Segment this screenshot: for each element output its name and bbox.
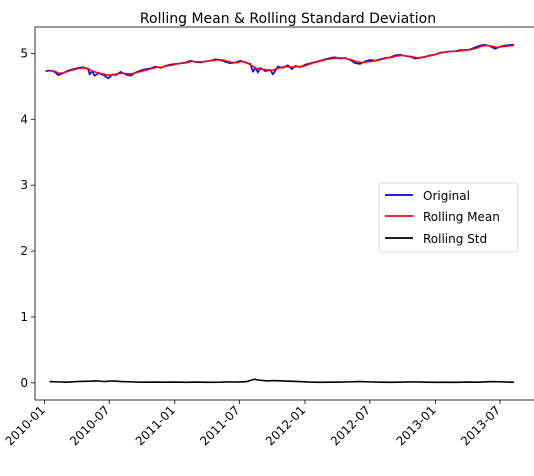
legend-label-original: Original (423, 189, 470, 203)
y-axis: 0 1 2 3 4 5 (20, 46, 35, 390)
y-tick-label: 5 (20, 46, 28, 60)
legend-label-rolling-std: Rolling Std (423, 232, 487, 246)
series-line-rolling-mean (49, 44, 515, 76)
plot-frame (34, 26, 534, 401)
y-tick-label: 1 (20, 310, 28, 324)
y-tick-label: 0 (20, 376, 28, 390)
y-tick-label: 3 (20, 178, 28, 192)
chart-title: Rolling Mean & Rolling Standard Deviatio… (140, 11, 436, 27)
series-line-rolling-std (49, 378, 514, 384)
y-tick-label: 2 (20, 244, 28, 258)
legend-label-rolling-mean: Rolling Mean (423, 210, 500, 224)
legend-box (378, 182, 519, 253)
plot-area (45, 43, 515, 384)
y-tick-label: 4 (20, 112, 28, 126)
legend: Original Rolling Mean Rolling Std (378, 182, 519, 253)
